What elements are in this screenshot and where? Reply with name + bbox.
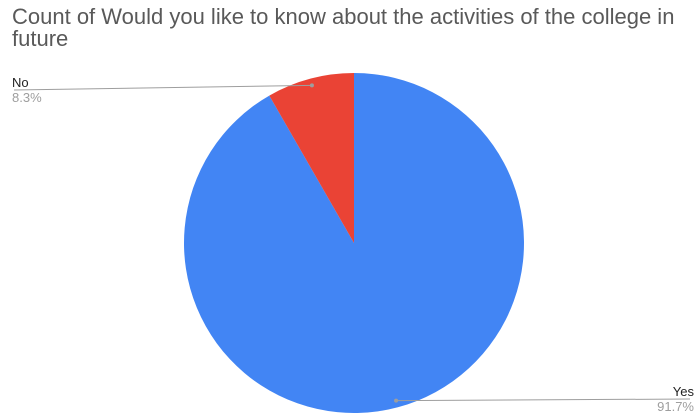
pie-slice-no[interactable]	[269, 73, 354, 243]
pie-slice-yes[interactable]	[183, 73, 524, 414]
slice-percent-yes: 91.7%	[657, 399, 694, 414]
chart-title: Count of Would you like to know about th…	[12, 4, 675, 51]
slice-label-no: No	[12, 75, 29, 90]
leader-line-no	[13, 84, 312, 91]
slice-label-yes: Yes	[673, 384, 695, 399]
leader-dot-yes	[394, 398, 399, 403]
leader-dot-no	[309, 83, 314, 88]
leader-line-yes	[396, 398, 691, 402]
slice-percent-no: 8.3%	[12, 90, 42, 105]
pie-slices	[183, 73, 524, 414]
